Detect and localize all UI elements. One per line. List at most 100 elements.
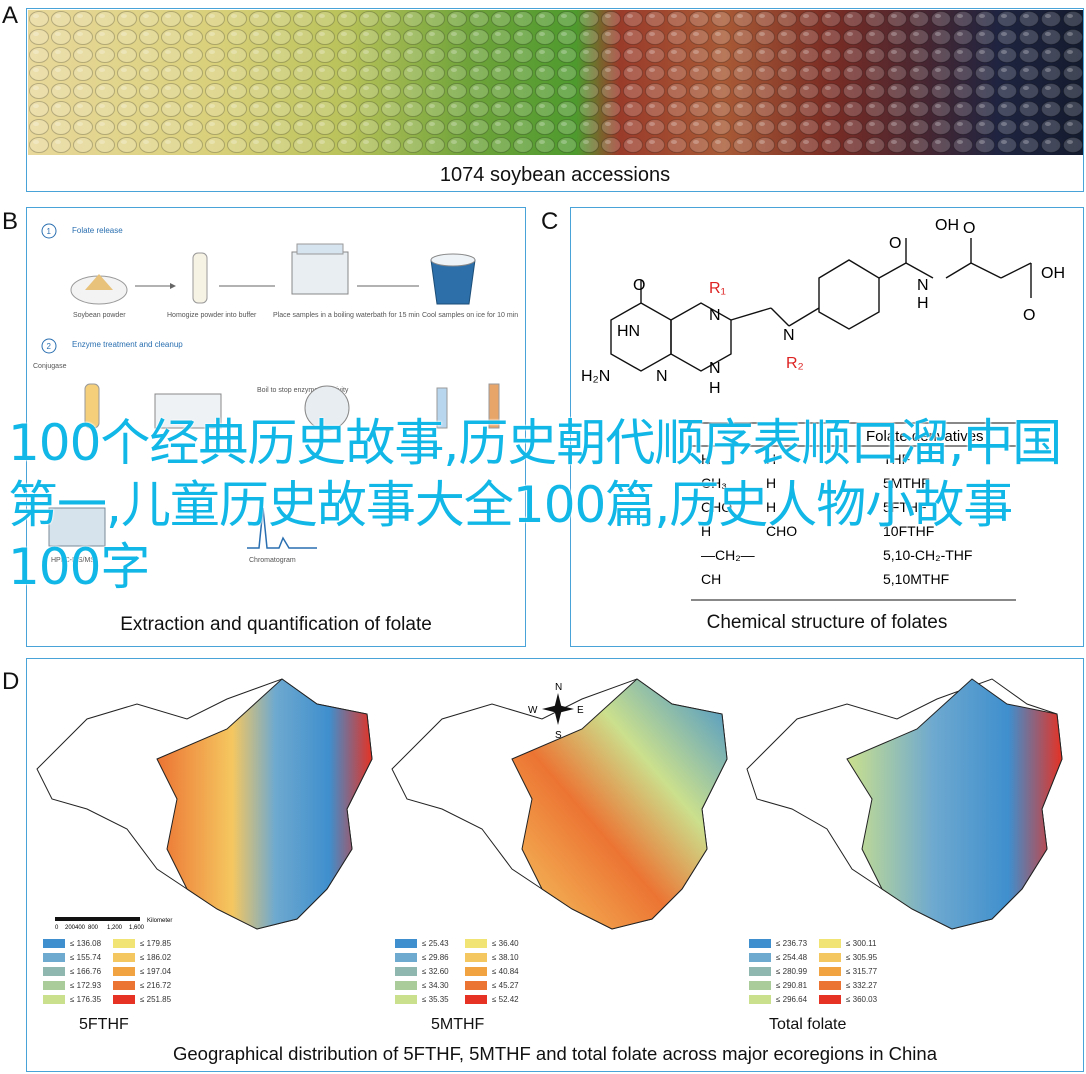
panel-c-label: C <box>541 208 559 235</box>
legend-label: ≤ 296.64 <box>776 995 808 1004</box>
svg-text:200400: 200400 <box>65 925 86 931</box>
svg-text:5,10MTHF: 5,10MTHF <box>883 571 949 587</box>
panel-d-caption: Geographical distribution of 5FTHF, 5MTH… <box>173 1043 937 1064</box>
legend-item: ≤ 332.27 <box>819 981 877 990</box>
hplc-icon <box>48 507 106 547</box>
legend-item: ≤ 179.85 <box>113 939 171 948</box>
panel-a: 1074 soybean accessions <box>26 8 1084 192</box>
legend-swatch <box>395 939 417 948</box>
legend-label: ≤ 176.35 <box>70 995 102 1004</box>
legend-label: ≤ 236.73 <box>776 939 808 948</box>
svg-text:Soybean powder: Soybean powder <box>73 312 126 319</box>
legend-item: ≤ 166.76 <box>43 967 101 976</box>
legend-item: ≤ 280.99 <box>749 967 807 976</box>
svg-text:THF: THF <box>883 451 910 467</box>
extraction-workflow-diagram: 1 Folate release Soybean powder Homogize… <box>33 223 518 564</box>
svg-text:Enzyme treatment and cleanup: Enzyme treatment and cleanup <box>72 340 183 349</box>
svg-text:O: O <box>963 220 975 237</box>
panel-a-label: A <box>2 2 19 29</box>
panel-d: N S E W 0 200400 800 1,200 1,600 Kilomet… <box>26 658 1084 1072</box>
svg-text:Homogize powder into buffer: Homogize powder into buffer <box>167 312 257 319</box>
legend-swatch <box>113 967 135 976</box>
svg-text:OH: OH <box>935 217 959 234</box>
svg-text:5FTHF: 5FTHF <box>883 499 927 515</box>
svg-text:S: S <box>555 730 562 741</box>
legend-label: ≤ 216.72 <box>140 981 172 990</box>
legend-item: ≤ 176.35 <box>43 995 101 1004</box>
legend-label: ≤ 36.40 <box>492 939 519 948</box>
svg-text:N: N <box>709 307 721 324</box>
svg-text:E: E <box>577 705 584 716</box>
svg-text:HN: HN <box>617 323 640 340</box>
legend-total-folate: ≤ 236.73 ≤ 254.48 ≤ 280.99 ≤ 290.81 ≤ 296.64… <box>749 939 949 1019</box>
svg-text:1: 1 <box>47 227 52 236</box>
legend-label: ≤ 280.99 <box>776 967 808 976</box>
legend-swatch <box>395 995 417 1004</box>
legend-swatch <box>43 981 65 990</box>
svg-text:Place samples in a boiling wat: Place samples in a boiling waterbath for… <box>273 312 420 319</box>
legend-item: ≤ 197.04 <box>113 967 171 976</box>
svg-text:N: N <box>783 327 795 344</box>
legend-label: ≤ 360.03 <box>846 995 878 1004</box>
legend-swatch <box>113 953 135 962</box>
ice-bucket-icon <box>430 259 476 305</box>
legend-swatch <box>395 953 417 962</box>
legend-swatch <box>465 995 487 1004</box>
legend-swatch <box>43 967 65 976</box>
soybean-photo <box>28 10 1083 155</box>
legend-item: ≤ 251.85 <box>113 995 171 1004</box>
svg-text:CH₃: CH₃ <box>701 475 727 491</box>
map-name-5fthf: 5FTHF <box>79 1016 129 1033</box>
svg-text:Kilometer: Kilometer <box>147 918 172 924</box>
legend-swatch <box>113 995 135 1004</box>
waterbath-icon <box>291 251 349 295</box>
legend-item: ≤ 155.74 <box>43 953 101 962</box>
legend-swatch <box>465 981 487 990</box>
legend-item: ≤ 34.30 <box>395 981 449 990</box>
legend-item: ≤ 300.11 <box>819 939 877 948</box>
svg-text:5MTHF: 5MTHF <box>883 475 930 491</box>
legend-label: ≤ 32.60 <box>422 967 449 976</box>
tube-icon <box>192 252 208 304</box>
svg-text:W: W <box>528 705 538 716</box>
legend-swatch <box>395 967 417 976</box>
svg-text:Conjugase: Conjugase <box>33 363 67 370</box>
legend-swatch <box>749 995 771 1004</box>
legend-item: ≤ 315.77 <box>819 967 877 976</box>
legend-item: ≤ 290.81 <box>749 981 807 990</box>
panel-a-caption: 1074 soybean accessions <box>439 164 671 186</box>
map-5fthf <box>36 678 373 930</box>
panel-b: 1 Folate release Soybean powder Homogize… <box>26 207 526 647</box>
svg-text:1,200: 1,200 <box>107 925 123 931</box>
legend-swatch <box>749 981 771 990</box>
panel-c-caption: Chemical structure of folates <box>706 612 948 633</box>
panel-b-label: B <box>2 208 19 235</box>
legend-label: ≤ 254.48 <box>776 953 808 962</box>
legend-swatch <box>43 939 65 948</box>
legend-label: ≤ 38.10 <box>492 953 519 962</box>
legend-item: ≤ 254.48 <box>749 953 807 962</box>
overlay-title-text: 100个经典历史故事,历史朝代顺序表顺口溜,中国第一,儿童历史故事大全100篇,… <box>8 414 1062 596</box>
legend-swatch <box>43 995 65 1004</box>
svg-text:R₂: R₂ <box>786 355 804 372</box>
legend-swatch <box>819 995 841 1004</box>
legend-item: ≤ 305.95 <box>819 953 877 962</box>
svg-text:Cool samples on ice for 10 min: Cool samples on ice for 10 min <box>422 312 518 319</box>
svg-text:H: H <box>709 380 721 397</box>
svg-text:OH: OH <box>1041 265 1065 282</box>
compass-icon: N S E W <box>528 682 584 741</box>
legend-swatch <box>819 939 841 948</box>
svg-text:5,10-CH₂-THF: 5,10-CH₂-THF <box>883 547 972 563</box>
svg-text:N: N <box>555 682 562 693</box>
scale-bar: 0 200400 800 1,200 1,600 Kilometer <box>55 917 172 931</box>
legend-5mthf: ≤ 25.43 ≤ 29.86 ≤ 32.60 ≤ 34.30 ≤ 35.35 ≤ 36.… <box>395 939 595 1019</box>
map-5mthf <box>391 678 728 930</box>
legend-swatch <box>465 939 487 948</box>
china-maps: N S E W 0 200400 800 1,200 1,600 Kilomet… <box>36 678 1063 931</box>
legend-label: ≤ 166.76 <box>70 967 102 976</box>
legend-item: ≤ 136.08 <box>43 939 101 948</box>
svg-text:H: H <box>701 451 711 467</box>
svg-text:Chromatogram: Chromatogram <box>249 557 296 564</box>
legend-label: ≤ 155.74 <box>70 953 102 962</box>
legend-label: ≤ 29.86 <box>422 953 449 962</box>
